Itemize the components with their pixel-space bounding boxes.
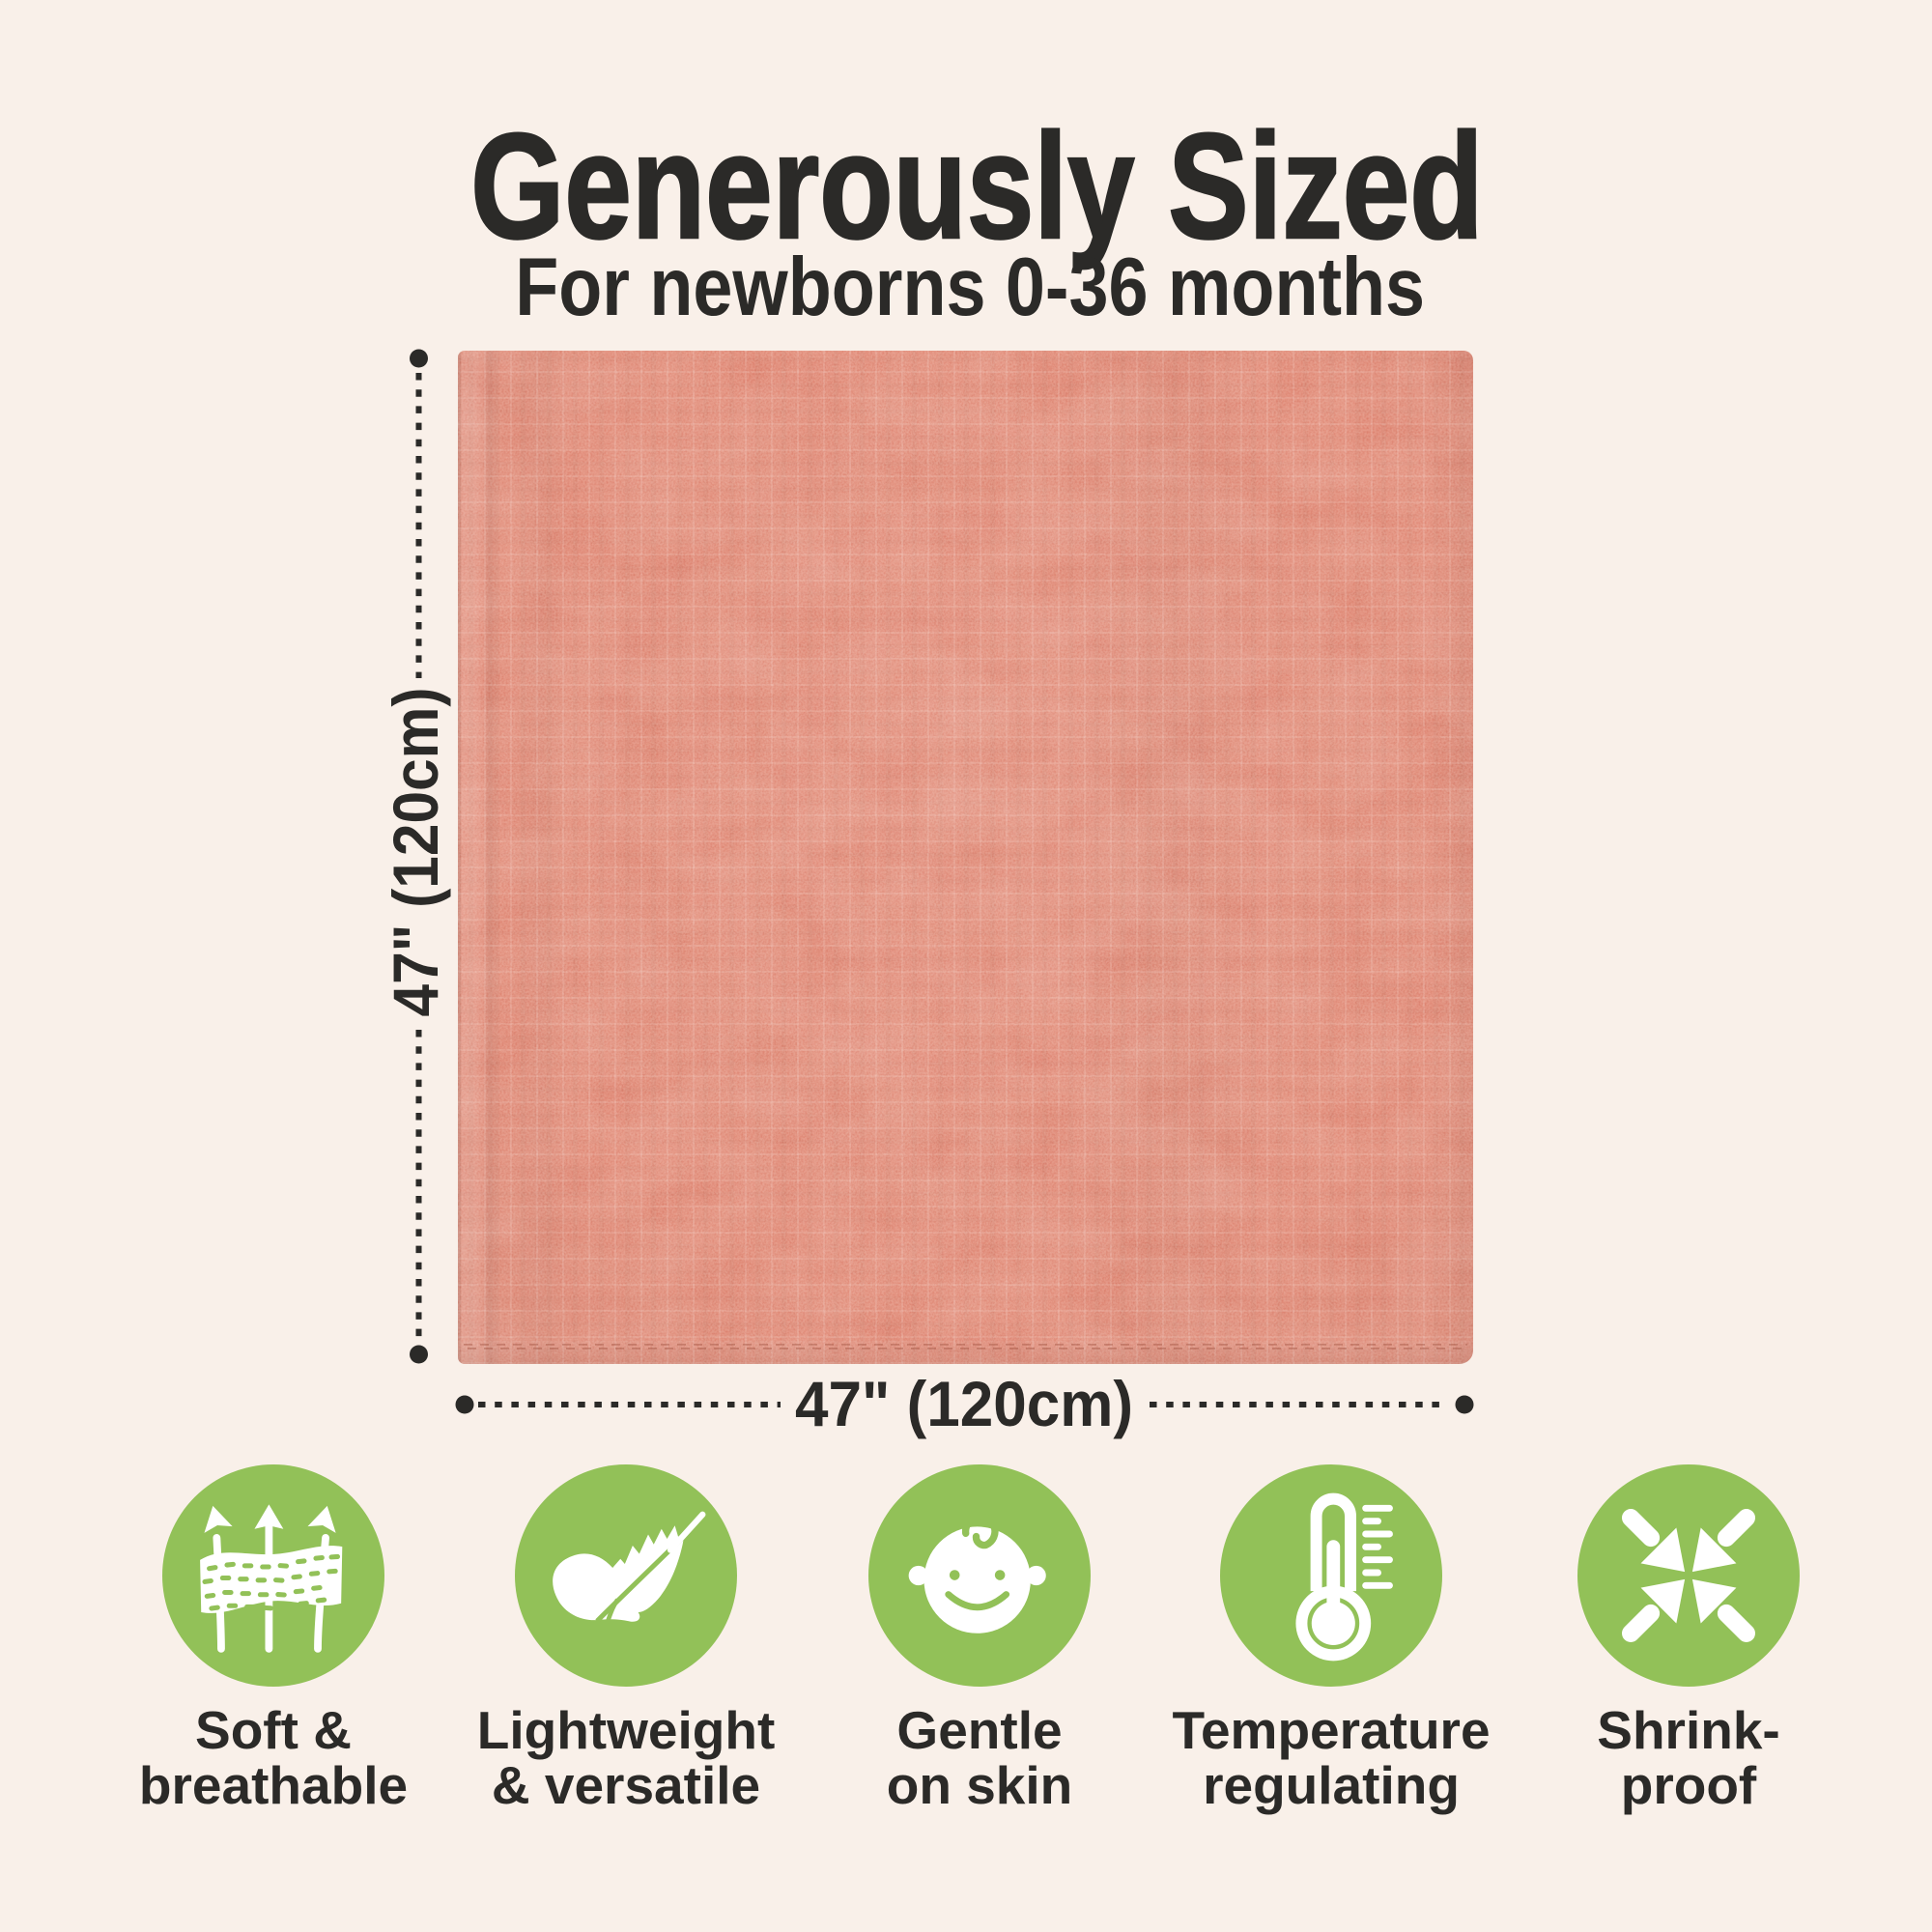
- svg-text:47" (120cm): 47" (120cm): [795, 1368, 1133, 1439]
- svg-text:47" (120cm): 47" (120cm): [380, 688, 451, 1017]
